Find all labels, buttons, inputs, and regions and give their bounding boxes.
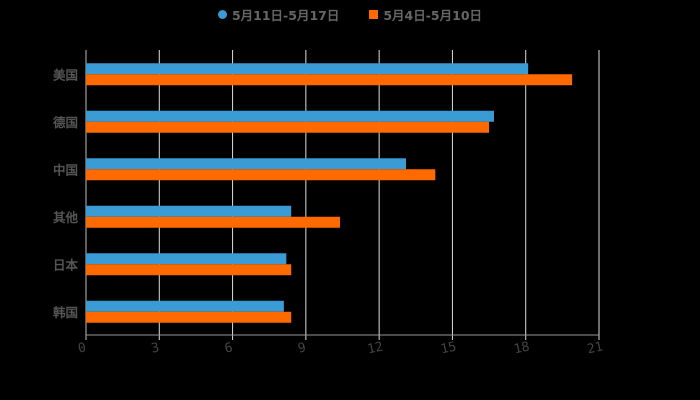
bar-1[interactable]	[86, 110, 494, 122]
category-label: 日本	[53, 257, 79, 272]
x-tick-label: 12	[366, 340, 384, 358]
category-label: 美国	[53, 67, 78, 82]
bar-2[interactable]	[86, 216, 341, 228]
category-label: 韩国	[53, 305, 78, 320]
legend-label-series-1: 5月11日-5月17日	[231, 7, 340, 23]
bar-1[interactable]	[86, 300, 284, 312]
x-tick-label: 0	[77, 340, 88, 356]
series-2-marker-icon	[369, 9, 379, 19]
legend-label-series-2: 5月4日-5月10日	[383, 7, 483, 23]
x-tick-label: 18	[513, 340, 531, 358]
bar-2[interactable]	[86, 311, 292, 323]
bar-2[interactable]	[86, 121, 490, 133]
x-tick-label: 9	[297, 340, 308, 356]
category-label: 德国	[53, 115, 78, 130]
category-label: 中国	[53, 162, 78, 177]
bar-2[interactable]	[86, 74, 573, 86]
bar-1[interactable]	[86, 253, 287, 265]
bars	[86, 63, 573, 323]
x-tick-label: 21	[586, 340, 604, 358]
chart-legend: 5月11日-5月17日 5月4日-5月10日	[0, 4, 700, 24]
bar-1[interactable]	[86, 63, 529, 75]
series-1-marker-icon	[217, 9, 227, 19]
bar-1[interactable]	[86, 158, 407, 170]
bar-2[interactable]	[86, 264, 292, 276]
x-tick-label: 15	[439, 340, 457, 358]
value-axis: 0 3 6 9 12 15 18 21	[77, 340, 605, 358]
bar-1[interactable]	[86, 205, 292, 217]
gridlines	[85, 50, 600, 340]
bar-2[interactable]	[86, 169, 436, 181]
legend-item-series-1[interactable]: 5月11日-5月17日	[217, 5, 340, 24]
category-label: 其他	[53, 210, 79, 225]
x-tick-label: 6	[223, 340, 234, 356]
x-tick-label: 3	[150, 340, 161, 356]
legend-item-series-2[interactable]: 5月4日-5月10日	[369, 5, 482, 24]
